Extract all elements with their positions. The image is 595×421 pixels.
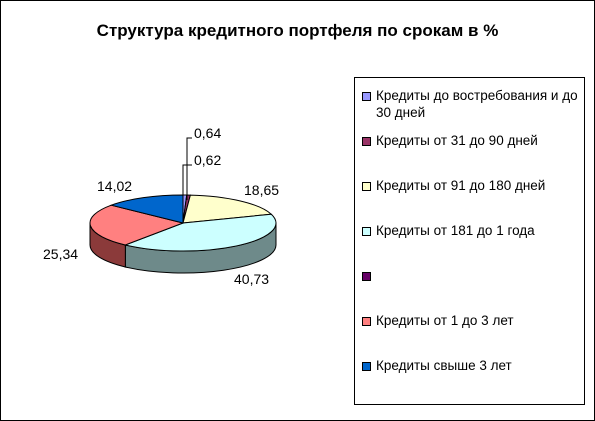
legend-label-1: Кредиты от 31 до 90 дней (376, 133, 538, 148)
legend-label-2: Кредиты от 91 до 180 дней (376, 178, 546, 193)
legend-swatch-5 (362, 317, 371, 326)
data-label-5: 25,34 (43, 246, 78, 262)
legend-label-5: Кредиты от 1 до 3 лет (376, 313, 514, 328)
pie-slice-5 (89, 204, 185, 246)
legend: Кредиты до востребования и до 30 дней Кре… (354, 77, 585, 405)
legend-swatch-1 (362, 137, 371, 146)
pie-slice-3 (123, 213, 277, 252)
leader-line-0 (186, 137, 192, 200)
legend-swatch-6 (362, 362, 371, 371)
data-label-2: 18,65 (244, 182, 279, 198)
data-label-3: 40,73 (234, 271, 269, 287)
legend-swatch-4 (362, 272, 371, 281)
legend-swatch-2 (362, 182, 371, 191)
chart-title: Структура кредитного портфеля по срокам … (96, 21, 499, 40)
legend-swatch-3 (362, 227, 371, 236)
legend-swatch-0 (362, 92, 371, 101)
legend-label-6: Кредиты свыше 3 лет (376, 358, 512, 373)
legend-label-0: Кредиты до востребования и до 30 дней (376, 88, 578, 120)
leader-line-1 (182, 164, 192, 200)
data-label-1: 0,62 (194, 152, 221, 168)
data-label-6: 14,02 (97, 178, 132, 194)
pie-slice-6 (109, 194, 184, 224)
data-label-0: 0,64 (194, 125, 221, 141)
legend-label-3: Кредиты от 181 до 1 года (376, 223, 535, 238)
